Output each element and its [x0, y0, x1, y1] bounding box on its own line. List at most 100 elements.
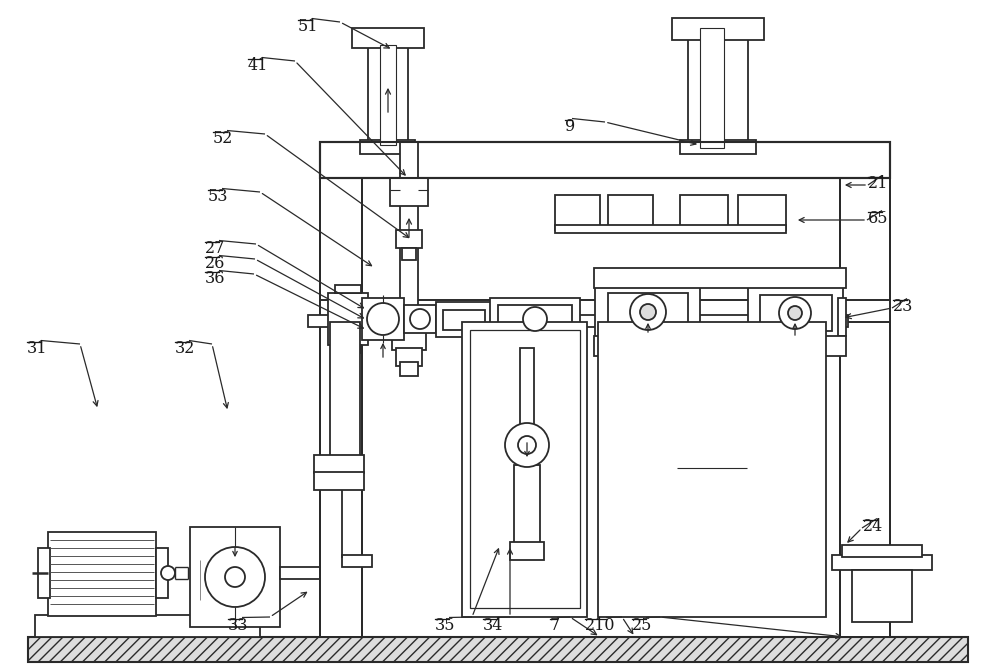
Text: 26: 26 — [205, 255, 225, 272]
Bar — [688, 28, 748, 148]
Bar — [680, 140, 756, 154]
Bar — [392, 328, 426, 350]
Circle shape — [205, 547, 265, 607]
Bar — [842, 545, 922, 557]
Text: 24: 24 — [863, 518, 883, 535]
Text: 65: 65 — [868, 210, 889, 227]
Bar — [760, 295, 832, 331]
Circle shape — [788, 306, 802, 320]
Bar — [396, 348, 422, 366]
Bar — [335, 345, 361, 353]
Circle shape — [779, 297, 811, 329]
Bar — [320, 178, 362, 637]
Bar — [368, 45, 408, 145]
Bar — [840, 178, 890, 637]
Bar — [320, 178, 362, 637]
Bar — [402, 248, 416, 260]
Bar — [852, 570, 912, 622]
Bar — [320, 557, 342, 589]
Circle shape — [367, 303, 399, 335]
Text: 51: 51 — [298, 18, 318, 35]
Text: 25: 25 — [632, 617, 652, 634]
Text: 52: 52 — [213, 130, 233, 147]
Bar — [335, 285, 361, 293]
Bar — [38, 548, 50, 598]
Bar — [314, 455, 364, 473]
Bar — [190, 527, 280, 627]
Text: 34: 34 — [483, 617, 503, 634]
Text: 210: 210 — [585, 617, 616, 634]
Circle shape — [630, 294, 666, 330]
Bar — [598, 322, 826, 617]
Bar — [555, 225, 786, 233]
Text: 32: 32 — [175, 340, 195, 357]
Bar — [280, 567, 325, 579]
Bar — [330, 322, 360, 460]
Circle shape — [518, 436, 536, 454]
Bar — [320, 142, 890, 178]
Bar — [320, 178, 362, 637]
Circle shape — [225, 567, 245, 587]
Bar — [28, 637, 968, 662]
Bar — [320, 142, 890, 178]
Bar — [608, 195, 653, 230]
Text: 7: 7 — [550, 617, 560, 634]
Text: 23: 23 — [893, 298, 913, 315]
Circle shape — [523, 307, 547, 331]
Circle shape — [505, 423, 549, 467]
Bar — [594, 268, 846, 288]
Bar — [436, 302, 491, 337]
Text: 31: 31 — [27, 340, 48, 357]
Bar — [308, 315, 848, 327]
Circle shape — [640, 304, 656, 320]
Bar — [462, 322, 587, 617]
Bar — [404, 305, 436, 333]
Text: 41: 41 — [248, 57, 268, 74]
Bar — [390, 178, 428, 206]
Bar — [400, 362, 418, 376]
Bar — [520, 348, 534, 428]
Bar — [380, 45, 396, 145]
Bar — [555, 195, 600, 230]
Bar — [328, 293, 368, 345]
Bar — [595, 285, 700, 340]
Bar — [35, 615, 260, 637]
Bar — [680, 195, 728, 230]
Bar — [400, 142, 418, 332]
Bar — [490, 298, 580, 340]
Bar — [840, 178, 890, 637]
Bar — [320, 142, 890, 178]
Circle shape — [410, 309, 430, 329]
Text: 33: 33 — [228, 617, 248, 634]
Bar — [832, 555, 932, 570]
Bar — [510, 542, 544, 560]
Bar — [360, 140, 415, 154]
Bar — [28, 637, 968, 662]
Bar — [48, 532, 156, 616]
Bar — [700, 28, 724, 148]
Bar — [342, 555, 372, 567]
Text: 36: 36 — [205, 270, 226, 287]
Bar — [840, 178, 890, 637]
Bar — [514, 465, 540, 545]
Bar — [362, 298, 404, 340]
Bar — [320, 300, 890, 322]
Bar — [594, 336, 846, 356]
Bar — [838, 298, 846, 336]
Bar — [470, 330, 580, 608]
Text: 21: 21 — [868, 175, 888, 192]
Bar — [498, 305, 572, 333]
Bar — [748, 285, 843, 340]
Bar — [672, 18, 764, 40]
Circle shape — [161, 566, 175, 580]
Text: 35: 35 — [435, 617, 456, 634]
Bar — [738, 195, 786, 230]
Text: 9: 9 — [565, 118, 575, 135]
Bar — [352, 28, 424, 48]
Text: 53: 53 — [208, 188, 228, 205]
Bar — [443, 310, 485, 330]
Bar — [314, 472, 364, 490]
Text: 27: 27 — [205, 240, 225, 257]
Bar — [396, 230, 422, 248]
Bar — [156, 548, 168, 598]
